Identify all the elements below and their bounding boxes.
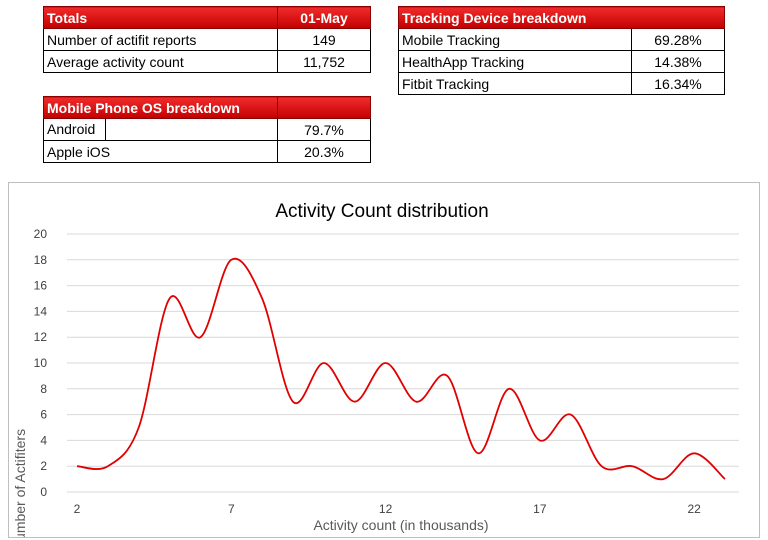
gridlines <box>67 233 739 493</box>
totals-row-label: Average activity count <box>43 50 278 73</box>
y-tick-label: 14 <box>34 304 48 318</box>
tracking-row-value: 14.38% <box>631 50 725 73</box>
y-axis-label: Number of Actifiters <box>12 429 28 537</box>
x-axis-ticks: 2 7 12 17 22 <box>74 502 701 516</box>
chart-area: Activity Count distribution 0 2 4 6 8 10 12 14 1… <box>8 182 760 538</box>
table-row: Mobile Tracking 69.28% <box>398 28 725 51</box>
x-tick-label: 7 <box>228 502 235 516</box>
os-row-label-cell: Android <box>43 118 278 141</box>
x-axis-label: Activity count (in thousands) <box>313 517 488 533</box>
activity-distribution-chart: Activity Count distribution 0 2 4 6 8 10 12 14 1… <box>12 201 739 537</box>
table-row: Number of actifit reports 149 <box>43 28 371 51</box>
tracking-row-value: 69.28% <box>631 28 725 51</box>
y-tick-label: 2 <box>40 459 47 473</box>
tracking-device-table: Tracking Device breakdown Mobile Trackin… <box>398 6 725 95</box>
table-row: Android 79.7% <box>43 118 371 141</box>
y-tick-label: 12 <box>34 330 48 344</box>
x-tick-label: 22 <box>687 502 701 516</box>
os-row-value: 79.7% <box>277 118 371 141</box>
y-tick-label: 0 <box>40 485 47 499</box>
os-row-value: 20.3% <box>277 140 371 163</box>
x-tick-label: 17 <box>533 502 547 516</box>
totals-row-label: Number of actifit reports <box>43 28 278 51</box>
y-tick-label: 16 <box>34 279 48 293</box>
tracking-row-label: HealthApp Tracking <box>398 50 632 73</box>
table-row: Fitbit Tracking 16.34% <box>398 72 725 95</box>
x-tick-label: 2 <box>74 502 81 516</box>
totals-header-date: 01-May <box>277 6 371 29</box>
y-axis-ticks: 0 2 4 6 8 10 12 14 16 18 20 <box>34 227 48 499</box>
os-header-label: Mobile Phone OS breakdown <box>43 96 278 119</box>
y-tick-label: 8 <box>40 382 47 396</box>
table-row: HealthApp Tracking 14.38% <box>398 50 725 73</box>
y-tick-label: 10 <box>34 356 48 370</box>
totals-row-value: 11,752 <box>277 50 371 73</box>
mobile-os-table: Mobile Phone OS breakdown Android 79.7% … <box>43 96 371 163</box>
table-row: Average activity count 11,752 <box>43 50 371 73</box>
y-tick-label: 20 <box>34 227 48 241</box>
tracking-row-label: Fitbit Tracking <box>398 72 632 95</box>
tracking-row-label: Mobile Tracking <box>398 28 632 51</box>
totals-row-value: 149 <box>277 28 371 51</box>
totals-table: Totals 01-May Number of actifit reports … <box>43 6 371 73</box>
os-row-label: Apple iOS <box>43 140 278 163</box>
y-tick-label: 4 <box>40 433 47 447</box>
tracking-header-label: Tracking Device breakdown <box>398 6 725 29</box>
y-tick-label: 6 <box>40 408 47 422</box>
tracking-row-value: 16.34% <box>631 72 725 95</box>
table-row: Apple iOS 20.3% <box>43 140 371 163</box>
chart-title: Activity Count distribution <box>275 201 488 222</box>
os-row-label: Android <box>44 119 106 140</box>
series-line <box>76 257 726 481</box>
y-tick-label: 18 <box>34 253 48 267</box>
os-header-empty <box>277 96 371 119</box>
x-tick-label: 12 <box>379 502 393 516</box>
totals-header-label: Totals <box>43 6 278 29</box>
